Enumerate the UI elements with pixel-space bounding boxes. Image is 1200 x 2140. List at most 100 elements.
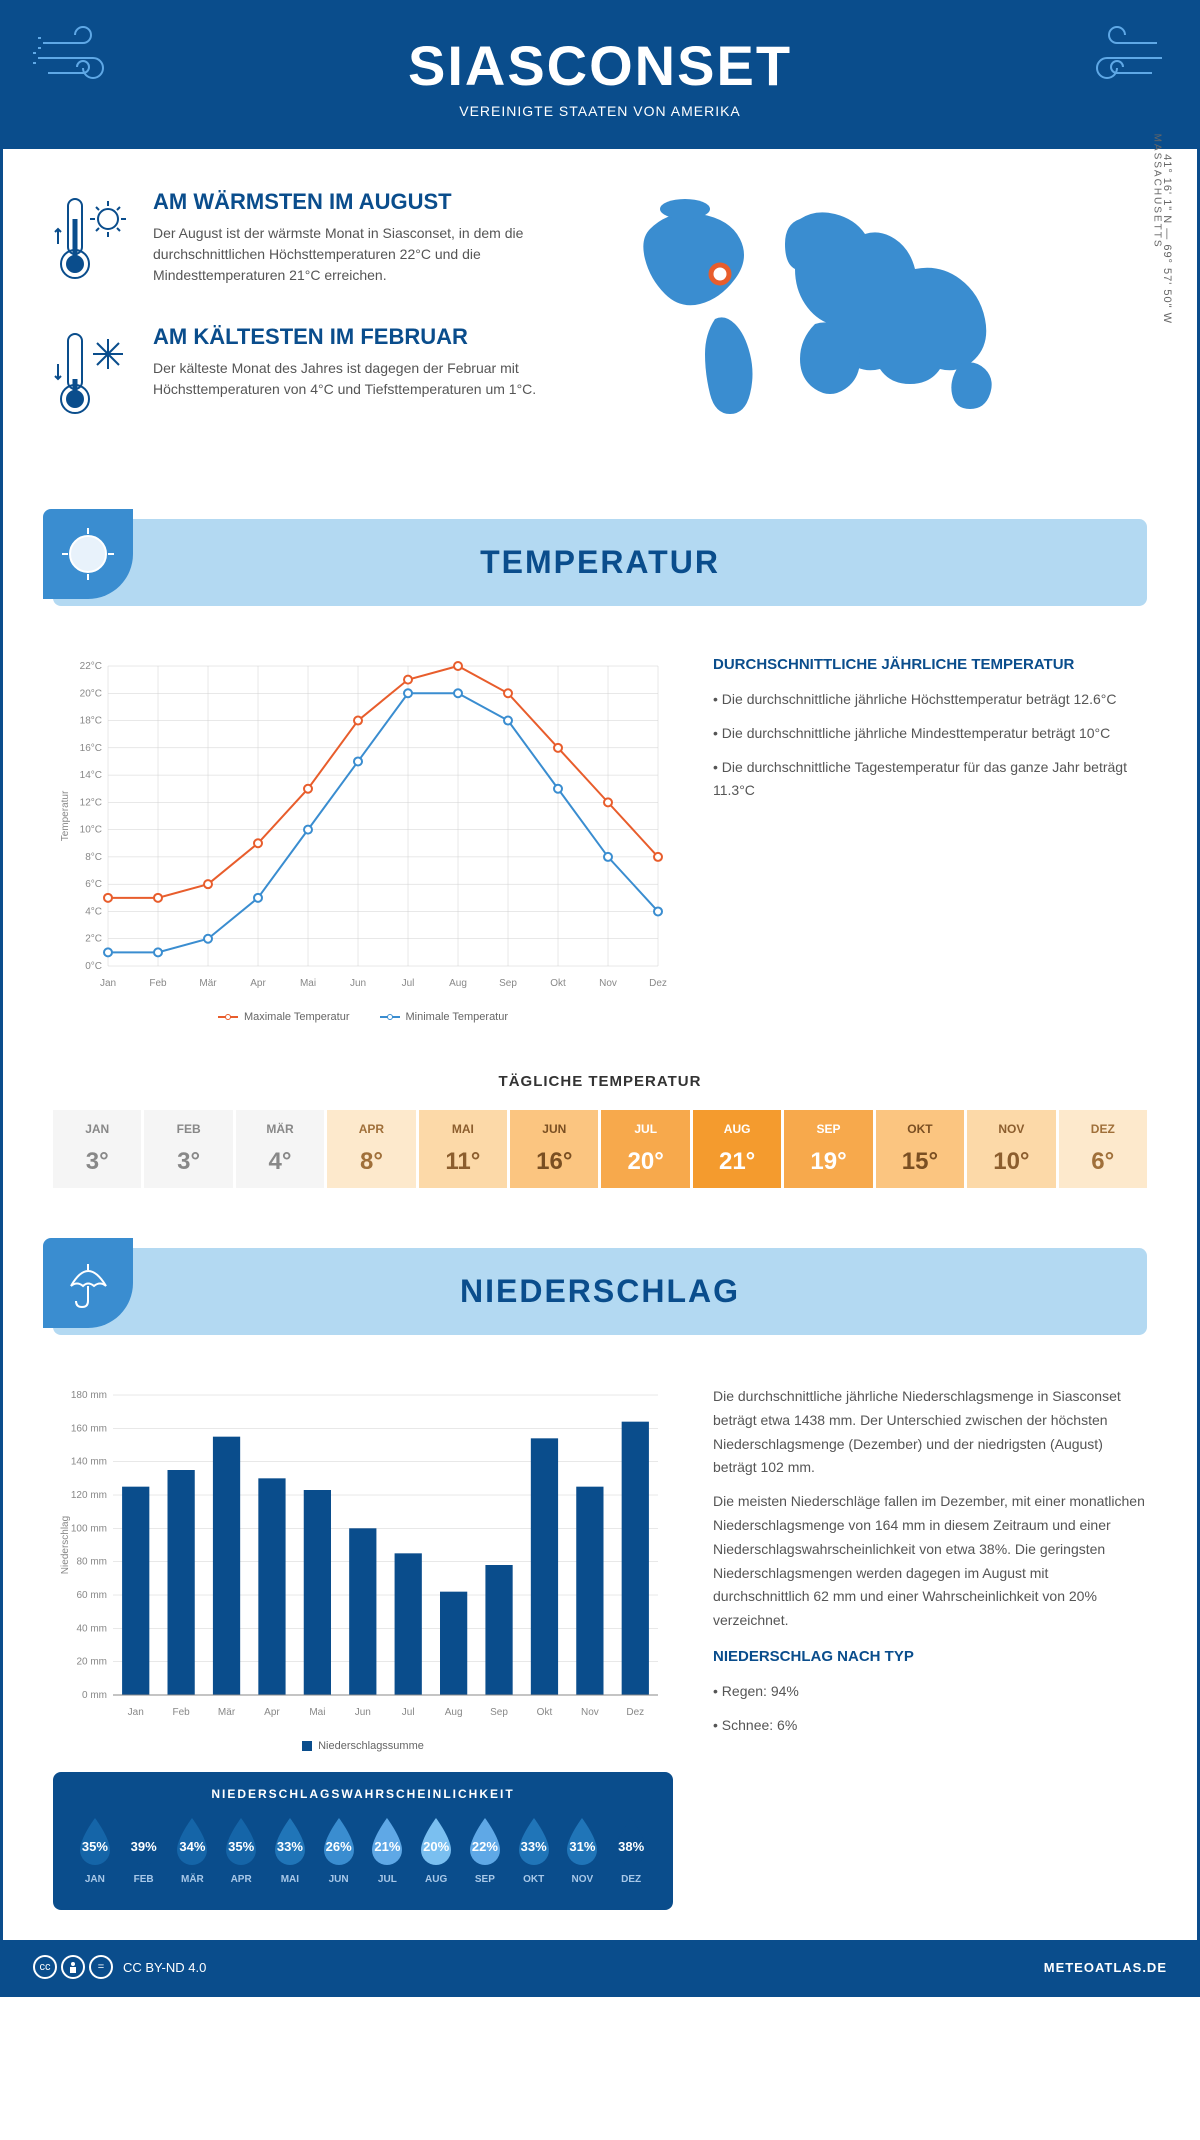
- drop-cell: 33%MAI: [268, 1816, 312, 1885]
- svg-text:Apr: Apr: [250, 978, 266, 989]
- svg-text:Niederschlag: Niederschlag: [60, 1516, 71, 1574]
- svg-text:80 mm: 80 mm: [76, 1557, 107, 1568]
- svg-text:22°C: 22°C: [80, 661, 102, 672]
- wind-icon: [33, 23, 123, 93]
- svg-text:14°C: 14°C: [80, 770, 102, 781]
- temp-cell: FEB3°: [144, 1110, 232, 1188]
- thermometer-cold-icon: [53, 324, 133, 424]
- svg-text:Nov: Nov: [581, 1707, 599, 1718]
- svg-text:160 mm: 160 mm: [71, 1423, 107, 1434]
- svg-text:60 mm: 60 mm: [76, 1590, 107, 1601]
- temp-cell: APR8°: [327, 1110, 415, 1188]
- by-icon: [61, 1955, 85, 1979]
- precipitation-section-header: NIEDERSCHLAG: [53, 1248, 1147, 1335]
- svg-text:Temperatur: Temperatur: [60, 790, 71, 841]
- warmest-block: AM WÄRMSTEN IM AUGUST Der August ist der…: [53, 189, 580, 294]
- precip-paragraph: Die durchschnittliche jährliche Niedersc…: [713, 1385, 1147, 1480]
- precip-text: Die durchschnittliche jährliche Niedersc…: [713, 1385, 1147, 1633]
- coldest-text: Der kälteste Monat des Jahres ist dagege…: [153, 358, 580, 400]
- chart-legend: Niederschlagssumme: [53, 1740, 673, 1752]
- temp-cell: OKT15°: [876, 1110, 964, 1188]
- temp-cell: JAN3°: [53, 1110, 141, 1188]
- cc-icon: cc: [33, 1955, 57, 1979]
- precip-type-bullets: Regen: 94% Schnee: 6%: [713, 1680, 1147, 1738]
- svg-text:Jun: Jun: [350, 978, 366, 989]
- svg-text:Apr: Apr: [264, 1707, 280, 1718]
- type-bullet: Regen: 94%: [713, 1680, 1147, 1704]
- thermometer-hot-icon: [53, 189, 133, 289]
- svg-text:Aug: Aug: [449, 978, 467, 989]
- svg-text:18°C: 18°C: [80, 716, 102, 727]
- svg-text:20 mm: 20 mm: [76, 1657, 107, 1668]
- svg-text:Feb: Feb: [173, 1707, 191, 1718]
- page-footer: cc = CC BY-ND 4.0 METEOATLAS.DE: [3, 1940, 1197, 1994]
- svg-text:Aug: Aug: [445, 1707, 463, 1718]
- svg-text:Mai: Mai: [300, 978, 316, 989]
- svg-text:180 mm: 180 mm: [71, 1390, 107, 1401]
- temp-cell: JUN16°: [510, 1110, 598, 1188]
- license-text: CC BY-ND 4.0: [123, 1960, 206, 1975]
- wind-icon: [1077, 23, 1167, 93]
- precipitation-probability-panel: NIEDERSCHLAGSWAHRSCHEINLICHKEIT 35%JAN39…: [53, 1772, 673, 1910]
- source-text: METEOATLAS.DE: [1044, 1960, 1167, 1975]
- svg-text:Mär: Mär: [199, 978, 217, 989]
- daily-temp-title: TÄGLICHE TEMPERATUR: [53, 1073, 1147, 1090]
- coords-label: 41° 16' 1" N — 69° 57' 50" W: [1161, 154, 1173, 324]
- info-section: AM WÄRMSTEN IM AUGUST Der August ist der…: [3, 149, 1197, 499]
- svg-text:0°C: 0°C: [85, 961, 102, 972]
- coldest-block: AM KÄLTESTEN IM FEBRUAR Der kälteste Mon…: [53, 324, 580, 429]
- avg-bullet: Die durchschnittliche jährliche Höchstte…: [713, 688, 1147, 712]
- avg-bullet: Die durchschnittliche Tagestemperatur fü…: [713, 756, 1147, 804]
- sun-icon: [58, 524, 118, 584]
- drop-cell: 20%AUG: [414, 1816, 458, 1885]
- page-subtitle: VEREINIGTE STAATEN VON AMERIKA: [23, 103, 1177, 119]
- drop-cell: 39%FEB: [122, 1816, 166, 1885]
- drop-cell: 34%MÄR: [171, 1816, 215, 1885]
- drop-cell: 33%OKT: [512, 1816, 556, 1885]
- svg-text:120 mm: 120 mm: [71, 1490, 107, 1501]
- svg-text:10°C: 10°C: [80, 825, 102, 836]
- umbrella-icon: [61, 1256, 116, 1311]
- temp-cell: NOV10°: [967, 1110, 1055, 1188]
- temp-cell: DEZ6°: [1059, 1110, 1147, 1188]
- chart-legend: Maximale Temperatur Minimale Temperatur: [53, 1011, 673, 1023]
- type-bullet: Schnee: 6%: [713, 1714, 1147, 1738]
- drop-cell: 35%JAN: [73, 1816, 117, 1885]
- avg-bullet: Die durchschnittliche jährliche Mindestt…: [713, 722, 1147, 746]
- svg-text:20°C: 20°C: [80, 688, 102, 699]
- svg-text:Mai: Mai: [309, 1707, 325, 1718]
- temp-cell: MAI11°: [419, 1110, 507, 1188]
- drop-cell: 35%APR: [219, 1816, 263, 1885]
- temp-cell: JUL20°: [601, 1110, 689, 1188]
- warmest-text: Der August ist der wärmste Monat in Sias…: [153, 223, 580, 286]
- drop-cell: 21%JUL: [366, 1816, 410, 1885]
- nd-icon: =: [89, 1955, 113, 1979]
- precipitation-header: NIEDERSCHLAG: [78, 1273, 1122, 1310]
- temp-cell: MÄR4°: [236, 1110, 324, 1188]
- svg-text:40 mm: 40 mm: [76, 1623, 107, 1634]
- svg-text:4°C: 4°C: [85, 906, 102, 917]
- svg-text:Dez: Dez: [649, 978, 667, 989]
- svg-text:Feb: Feb: [149, 978, 167, 989]
- svg-text:Okt: Okt: [550, 978, 566, 989]
- svg-text:Sep: Sep: [499, 978, 517, 989]
- svg-text:Jun: Jun: [355, 1707, 371, 1718]
- svg-text:100 mm: 100 mm: [71, 1523, 107, 1534]
- svg-text:Jan: Jan: [100, 978, 116, 989]
- svg-text:Dez: Dez: [626, 1707, 644, 1718]
- svg-text:Sep: Sep: [490, 1707, 508, 1718]
- page-title: SIASCONSET: [23, 33, 1177, 98]
- drop-cell: 31%NOV: [561, 1816, 605, 1885]
- avg-temp-bullets: Die durchschnittliche jährliche Höchstte…: [713, 688, 1147, 803]
- svg-text:12°C: 12°C: [80, 797, 102, 808]
- svg-text:16°C: 16°C: [80, 743, 102, 754]
- drop-cell: 38%DEZ: [609, 1816, 653, 1885]
- svg-text:140 mm: 140 mm: [71, 1457, 107, 1468]
- svg-text:Jan: Jan: [128, 1707, 144, 1718]
- temperature-section-header: TEMPERATUR: [53, 519, 1147, 606]
- coldest-title: AM KÄLTESTEN IM FEBRUAR: [153, 324, 580, 350]
- precip-paragraph: Die meisten Niederschläge fallen im Deze…: [713, 1490, 1147, 1633]
- world-map-icon: [620, 189, 1040, 419]
- svg-text:Okt: Okt: [537, 1707, 553, 1718]
- precipitation-bar-chart: 0 mm20 mm40 mm60 mm80 mm100 mm120 mm140 …: [53, 1385, 673, 1725]
